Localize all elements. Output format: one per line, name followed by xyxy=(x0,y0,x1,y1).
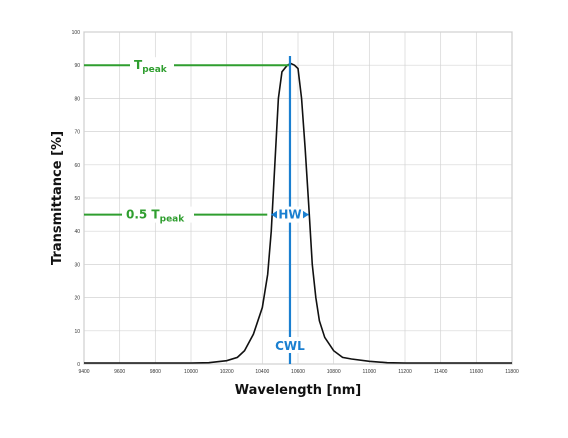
y-tick-label: 0 xyxy=(77,362,80,368)
x-tick-label: 11000 xyxy=(363,369,377,375)
tpeak-label-background xyxy=(130,57,174,74)
y-axis-label: Transmittance [%] xyxy=(50,131,65,265)
x-axis-label: Wavelength [nm] xyxy=(235,383,361,398)
y-tick-label: 70 xyxy=(74,130,80,136)
y-tick-label: 80 xyxy=(74,96,80,102)
y-tick-label: 40 xyxy=(74,229,80,235)
cwl-label: CWL xyxy=(275,339,305,353)
x-tick-label: 9400 xyxy=(78,369,89,375)
y-tick-label: 20 xyxy=(74,296,80,302)
y-tick-label: 10 xyxy=(74,329,80,335)
hw-label-background xyxy=(276,206,303,223)
hw-arrow-left-icon xyxy=(271,210,278,219)
x-tick-label: 10800 xyxy=(327,369,341,375)
hw-arrow-right-icon xyxy=(302,210,309,219)
x-tick-label: 10000 xyxy=(184,369,198,375)
x-tick-label: 11600 xyxy=(470,369,484,375)
annotations: Tpeak 0.5 Tpeak HW CWL xyxy=(84,56,309,364)
y-tick-labels: 0 10 20 30 40 50 60 70 80 90 100 xyxy=(72,30,81,368)
x-tick-label: 9800 xyxy=(150,369,161,375)
half-peak-label-base: 0.5 T xyxy=(126,208,160,222)
x-tick-label: 11800 xyxy=(505,369,519,375)
x-tick-label: 9600 xyxy=(114,369,125,375)
x-tick-label: 11200 xyxy=(398,369,412,375)
x-tick-labels: 9400 9600 9800 10000 10200 10400 10600 10800 110… xyxy=(78,369,519,375)
y-tick-label: 30 xyxy=(74,262,80,268)
x-tick-label: 10600 xyxy=(291,369,305,375)
x-tick-label: 10400 xyxy=(255,369,269,375)
x-tick-label: 11400 xyxy=(434,369,448,375)
half-peak-label: 0.5 Tpeak xyxy=(126,208,185,225)
x-tick-label: 10200 xyxy=(220,369,234,375)
half-peak-label-sub: peak xyxy=(160,215,186,225)
tpeak-label: Tpeak xyxy=(134,58,168,75)
y-tick-label: 90 xyxy=(74,63,80,69)
tpeak-label-sub: peak xyxy=(142,65,168,75)
hw-label: HW xyxy=(278,208,301,222)
y-tick-label: 100 xyxy=(72,30,81,36)
half-peak-label-background xyxy=(122,206,194,223)
cwl-label-background xyxy=(272,337,307,353)
tpeak-label-base: T xyxy=(134,58,143,72)
y-tick-label: 50 xyxy=(74,196,80,202)
transmission-curve xyxy=(84,62,512,364)
y-tick-label: 60 xyxy=(74,163,80,169)
